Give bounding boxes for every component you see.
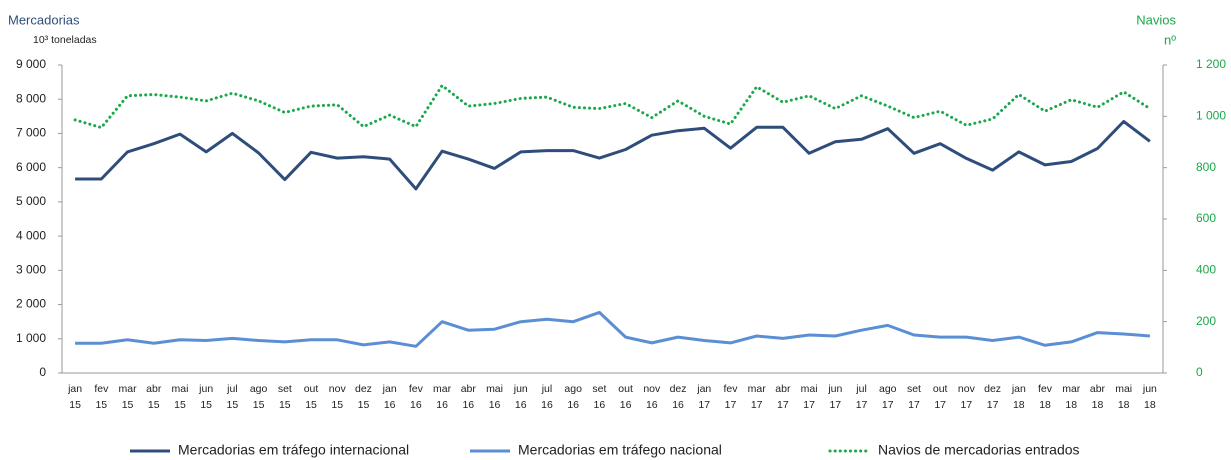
- legend-label: Mercadorias em tráfego internacional: [178, 442, 409, 458]
- y2-unit: nº: [1164, 32, 1176, 47]
- y2-title: Navios: [1136, 12, 1176, 27]
- x-tick-label: fev 18: [1038, 383, 1053, 411]
- x-tick-label: jan 18: [1011, 383, 1026, 411]
- y-tick-label: 7 000: [16, 126, 46, 140]
- x-tick-label: jun 15: [198, 383, 213, 411]
- y2-tick-label: 1 200: [1196, 57, 1226, 71]
- x-tick-label: jan 17: [696, 383, 711, 411]
- y2-tick-label: 800: [1196, 160, 1216, 174]
- x-tick-label: mai 16: [486, 383, 503, 411]
- x-tick-label: mar 17: [748, 383, 767, 411]
- x-tick-label: mai 17: [801, 383, 818, 411]
- series-line: [73, 84, 1152, 130]
- x-tick-label: mai 18: [1115, 383, 1132, 411]
- x-tick-label: jul 15: [226, 383, 238, 411]
- y-tick-label: 5 000: [16, 194, 46, 208]
- y-tick-label: 6 000: [16, 160, 46, 174]
- y2-tick-label: 200: [1196, 314, 1216, 328]
- y2-tick-label: 1 000: [1196, 109, 1226, 123]
- x-tick-label: set 16: [592, 383, 606, 411]
- x-tick-label: set 15: [278, 383, 292, 411]
- x-tick-label: dez 17: [984, 383, 1001, 411]
- x-tick-label: ago 15: [250, 383, 268, 411]
- x-tick-label: ago 16: [564, 383, 582, 411]
- x-tick-label: out 15: [304, 383, 319, 411]
- x-tick-label: jul 16: [541, 383, 553, 411]
- y-tick-label: 2 000: [16, 297, 46, 311]
- x-tick-label: abr 17: [775, 383, 791, 411]
- x-tick-label: mar 18: [1062, 383, 1081, 411]
- y-unit: 10³ toneladas: [33, 34, 97, 46]
- x-tick-label: fev 15: [94, 383, 109, 411]
- x-tick-label: abr 16: [461, 383, 477, 411]
- x-tick-label: jun 17: [827, 383, 842, 411]
- y-tick-label: 8 000: [16, 91, 46, 105]
- x-tick-label: abr 15: [146, 383, 162, 411]
- series-line: [75, 120, 1151, 191]
- x-tick-label: jan 15: [67, 383, 82, 411]
- y2-tick-label: 400: [1196, 263, 1216, 277]
- x-tick-label: fev 17: [723, 383, 738, 411]
- x-tick-label: out 16: [618, 383, 633, 411]
- y-tick-label: 4 000: [16, 228, 46, 242]
- x-tick-label: jul 17: [855, 383, 867, 411]
- x-tick-label: nov 15: [329, 383, 347, 411]
- x-tick-label: nov 16: [643, 383, 661, 411]
- y-tick-label: 1 000: [16, 331, 46, 345]
- y-title: Mercadorias: [8, 12, 80, 27]
- x-tick-label: mar 15: [118, 383, 137, 411]
- x-tick-label: nov 17: [958, 383, 976, 411]
- y2-tick-label: 0: [1196, 365, 1203, 379]
- x-tick-label: jun 18: [1142, 383, 1157, 411]
- x-tick-label: jun 16: [513, 383, 528, 411]
- legend-label: Mercadorias em tráfego nacional: [518, 442, 722, 458]
- x-tick-label: dez 16: [670, 383, 687, 411]
- y-tick-label: 9 000: [16, 57, 46, 71]
- x-tick-label: ago 17: [879, 383, 897, 411]
- x-tick-label: jan 16: [382, 383, 397, 411]
- x-tick-label: out 17: [933, 383, 948, 411]
- y2-tick-label: 600: [1196, 211, 1216, 225]
- x-tick-label: abr 18: [1090, 383, 1106, 411]
- x-tick-label: set 17: [907, 383, 921, 411]
- x-tick-label: fev 16: [409, 383, 424, 411]
- x-tick-label: mai 15: [172, 383, 189, 411]
- y-tick-label: 0: [39, 365, 46, 379]
- y-tick-label: 3 000: [16, 263, 46, 277]
- x-tick-label: dez 15: [355, 383, 372, 411]
- series-line: [75, 310, 1151, 348]
- x-tick-label: mar 16: [433, 383, 452, 411]
- legend-label: Navios de mercadorias entrados: [878, 442, 1080, 458]
